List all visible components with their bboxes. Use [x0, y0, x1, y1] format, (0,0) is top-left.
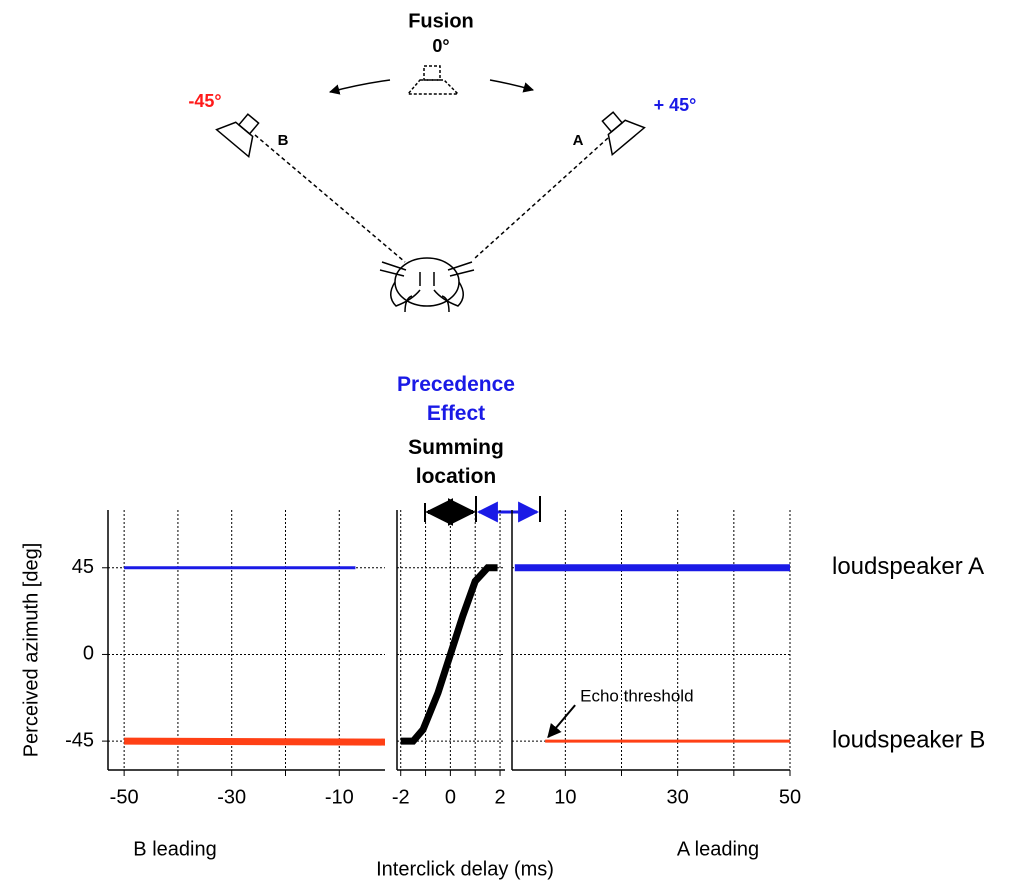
x-tick-label: 10 [554, 786, 576, 808]
move-arrow [328, 79, 391, 95]
x-axis-label: Interclick delay (ms) [376, 858, 554, 880]
series-line [400, 564, 498, 745]
center-angle: 0° [432, 36, 449, 56]
y-tick-label: 45 [72, 556, 94, 578]
x-tick-label: -30 [217, 786, 246, 808]
speaker-a-label: A [573, 132, 584, 149]
y-axis-label: Perceived azimuth [deg] [20, 543, 42, 758]
speaker-label: loudspeaker B [832, 726, 985, 753]
x-tick-label: 30 [667, 786, 689, 808]
y-tick-label: 0 [83, 643, 94, 665]
left-angle: -45° [188, 91, 221, 111]
summing-label: Summing location [408, 436, 504, 488]
phantom-speaker [406, 65, 460, 95]
speaker-b-label: B [278, 132, 289, 149]
x-tick-label: 50 [779, 786, 801, 808]
side-note: A leading [677, 838, 759, 860]
right-angle: + 45° [654, 95, 697, 115]
x-tick-label: -10 [325, 786, 354, 808]
path-line [474, 137, 609, 259]
speaker-b [215, 113, 260, 159]
annotation-arrow [547, 704, 576, 739]
x-tick-label: -2 [392, 786, 410, 808]
side-note: B leading [133, 838, 216, 860]
annotation-text: Echo threshold [580, 687, 693, 706]
move-arrow [489, 79, 535, 93]
y-tick-label: -45 [65, 729, 94, 751]
speaker-label: loudspeaker A [832, 553, 984, 580]
x-tick-label: -50 [110, 786, 139, 808]
speaker-a [601, 111, 646, 157]
fusion-label: Fusion [408, 10, 474, 32]
path-line [254, 134, 406, 263]
series-line [124, 737, 386, 746]
listener [379, 257, 475, 313]
x-tick-label: 2 [494, 786, 505, 808]
precedence-label: Precedence Effect [397, 373, 515, 425]
diagram: Fusion 0° -45° + 45° B A [188, 10, 697, 313]
x-tick-label: 0 [445, 786, 456, 808]
